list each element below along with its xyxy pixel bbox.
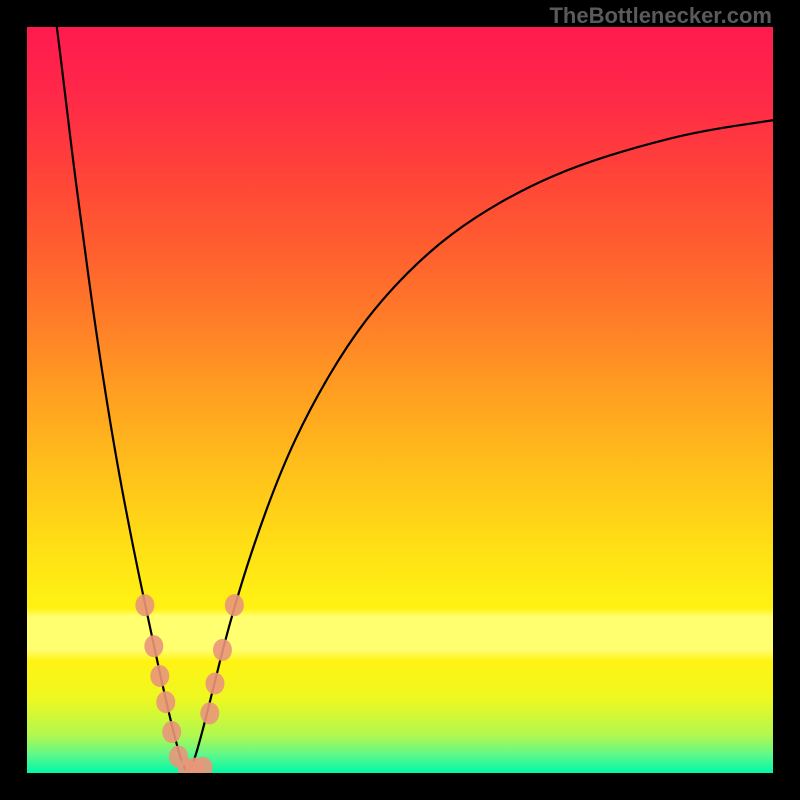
scatter-point: [135, 594, 154, 616]
scatter-point: [225, 594, 244, 616]
scatter-point: [205, 672, 224, 694]
scatter-point: [156, 691, 175, 713]
watermark-text: TheBottlenecker.com: [549, 3, 772, 29]
scatter-point: [150, 665, 169, 687]
chart-overlay: [27, 27, 773, 773]
chart-container: TheBottlenecker.com: [0, 0, 800, 800]
scatter-point: [200, 702, 219, 724]
bottleneck-curve: [57, 27, 773, 770]
scatter-point: [213, 639, 232, 661]
scatter-point: [162, 721, 181, 743]
plot-area: [27, 27, 773, 773]
scatter-group: [135, 594, 244, 773]
scatter-point: [144, 635, 163, 657]
